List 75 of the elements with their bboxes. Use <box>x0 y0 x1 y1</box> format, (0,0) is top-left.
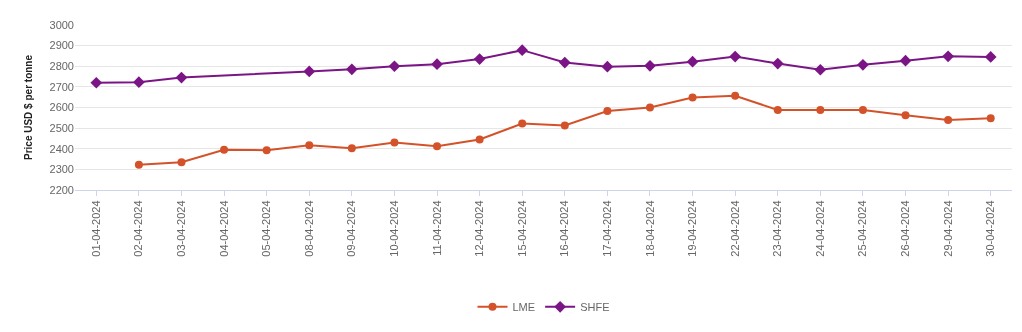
point <box>303 65 316 78</box>
point <box>388 60 401 73</box>
y-tick-label: 2700 <box>49 80 74 93</box>
x-tick-label: 26-04-2024 <box>899 200 912 257</box>
point <box>220 145 229 154</box>
x-tick-label: 25-04-2024 <box>856 200 869 257</box>
point <box>603 107 612 116</box>
point <box>516 44 529 57</box>
y-tick-label: 2800 <box>49 60 74 73</box>
point <box>899 54 912 67</box>
x-tick-label: 29-04-2024 <box>941 200 954 257</box>
point <box>686 55 699 68</box>
x-tick-label: 23-04-2024 <box>771 200 784 257</box>
point <box>433 142 442 151</box>
point <box>518 119 527 128</box>
point <box>773 105 782 114</box>
x-tick-label: 16-04-2024 <box>558 200 571 257</box>
point <box>558 56 571 69</box>
point <box>986 114 995 123</box>
point <box>305 141 314 150</box>
x-tick-label: 08-04-2024 <box>302 200 315 257</box>
point <box>731 91 740 100</box>
point <box>431 58 443 71</box>
point <box>560 121 569 130</box>
x-tick-label: 09-04-2024 <box>345 200 358 257</box>
x-tick-label: 12-04-2024 <box>473 200 486 257</box>
point <box>390 138 399 147</box>
point <box>90 76 103 89</box>
point <box>601 60 614 73</box>
point <box>984 51 997 63</box>
point <box>134 160 143 169</box>
y-tick-label: 2900 <box>49 39 74 52</box>
x-tick-label: 10-04-2024 <box>388 200 401 257</box>
point <box>645 103 654 112</box>
x-tick-label: 24-04-2024 <box>813 200 826 257</box>
point <box>347 144 356 153</box>
x-tick-label: 01-04-2024 <box>89 200 102 257</box>
legend-label: SHFE <box>580 301 610 314</box>
y-tick-label: 2500 <box>49 121 74 134</box>
point <box>175 71 188 84</box>
y-axis-title: Price USD $ per tonne <box>22 54 34 161</box>
point <box>345 63 358 76</box>
y-tick-label: 2600 <box>49 101 74 114</box>
x-tick-label: 15-04-2024 <box>515 200 528 257</box>
y-tick-label: 2400 <box>49 142 74 155</box>
point <box>475 135 484 144</box>
x-tick-label: 18-04-2024 <box>643 200 656 257</box>
legend-label: LME <box>512 301 536 314</box>
x-tick-label: 22-04-2024 <box>728 200 741 257</box>
y-tick-label: 3000 <box>49 18 74 31</box>
point <box>133 76 145 88</box>
point <box>729 50 742 63</box>
x-tick-label: 17-04-2024 <box>600 200 613 257</box>
y-tick-label: 2200 <box>49 183 74 196</box>
point <box>771 57 784 70</box>
x-tick-label: 02-04-2024 <box>132 200 145 257</box>
point <box>816 105 825 114</box>
point <box>858 105 867 114</box>
point <box>177 158 186 167</box>
point <box>944 115 953 124</box>
point <box>901 111 910 120</box>
x-tick-label: 05-04-2024 <box>260 200 273 257</box>
x-tick-label: 04-04-2024 <box>217 200 230 257</box>
x-tick-label: 03-04-2024 <box>175 200 188 257</box>
point <box>857 58 869 71</box>
point <box>688 93 697 102</box>
point <box>262 146 271 155</box>
x-tick-label: 11-04-2024 <box>430 200 443 256</box>
x-tick-label: 30-04-2024 <box>984 200 997 257</box>
x-tick-label: 19-04-2024 <box>686 200 699 257</box>
point <box>644 59 656 72</box>
point <box>814 63 827 76</box>
point <box>473 53 486 65</box>
point <box>942 50 954 63</box>
y-tick-label: 2300 <box>49 163 74 176</box>
